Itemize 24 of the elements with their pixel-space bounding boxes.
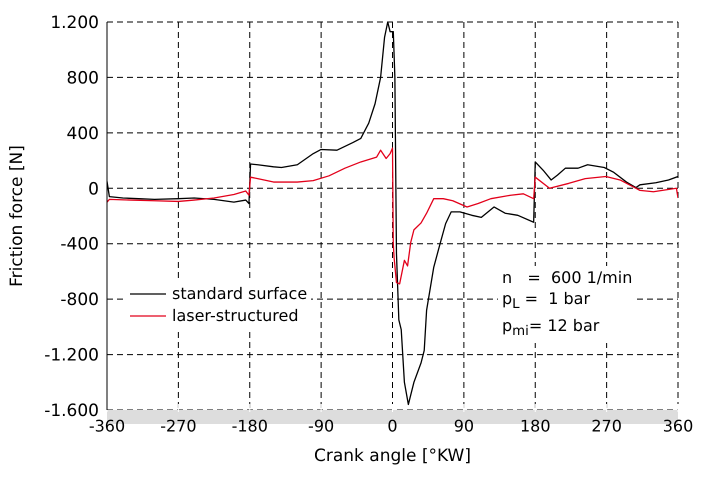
legend-label: standard surface [172,283,308,305]
x-tick-label: -270 [160,416,197,436]
annotation: p$_{mi}$= 12 bar [502,315,600,342]
y-tick-label: -400 [60,234,99,255]
x-axis-title: Crank angle [°KW] [314,446,471,466]
y-tick-label: 0 [88,179,99,200]
x-tick-label: -180 [232,416,268,436]
x-tick-label: 270 [591,416,622,436]
annotation: p$_{L}$ = 1 bar [502,288,592,314]
y-tick-label: 1.200 [50,13,99,34]
x-tick-label: 90 [454,416,474,436]
x-tick-label: 0 [387,416,398,436]
annotation: n = 600 1/min [502,267,632,288]
y-tick-label: -1.200 [44,346,99,366]
y-tick-label: -800 [60,290,99,310]
y-tick-label: 400 [66,124,99,144]
y-axis-title: Friction force [N] [7,145,28,287]
x-tick-label: -90 [308,416,334,436]
x-tick-label: 360 [662,416,694,436]
x-tick-label: -360 [88,416,126,436]
x-tick-label: 180 [520,416,551,436]
line-series [107,147,678,285]
legend-label: laser-structured [172,305,299,327]
y-tick-label: 800 [66,68,99,88]
